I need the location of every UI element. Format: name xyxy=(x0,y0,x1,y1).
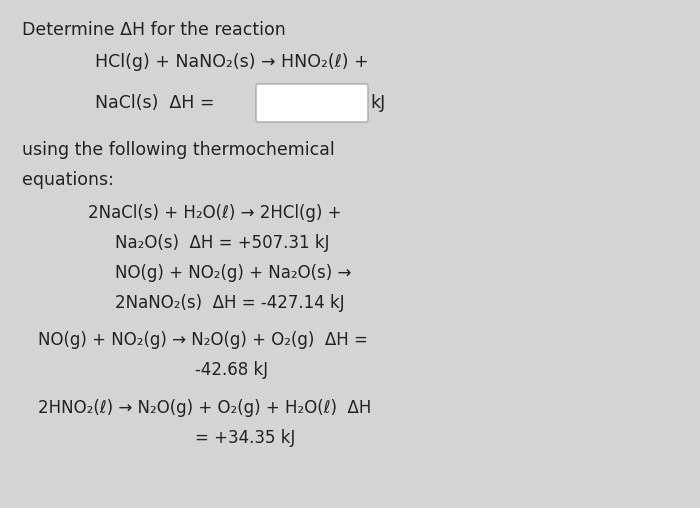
FancyBboxPatch shape xyxy=(256,84,368,122)
Text: Determine ΔH for the reaction: Determine ΔH for the reaction xyxy=(22,21,286,39)
Text: 2NaNO₂(s)  ΔH = -427.14 kJ: 2NaNO₂(s) ΔH = -427.14 kJ xyxy=(115,294,344,312)
Text: NO(g) + NO₂(g) + Na₂O(s) →: NO(g) + NO₂(g) + Na₂O(s) → xyxy=(115,264,351,282)
Text: 2NaCl(s) + H₂O(ℓ) → 2HCl(g) +: 2NaCl(s) + H₂O(ℓ) → 2HCl(g) + xyxy=(88,204,342,222)
Text: = +34.35 kJ: = +34.35 kJ xyxy=(195,429,295,447)
Text: -42.68 kJ: -42.68 kJ xyxy=(195,361,268,379)
Text: NaCl(s)  ΔH =: NaCl(s) ΔH = xyxy=(95,94,214,112)
Text: using the following thermochemical: using the following thermochemical xyxy=(22,141,335,159)
Text: NO(g) + NO₂(g) → N₂O(g) + O₂(g)  ΔH =: NO(g) + NO₂(g) → N₂O(g) + O₂(g) ΔH = xyxy=(38,331,368,349)
Text: 2HNO₂(ℓ) → N₂O(g) + O₂(g) + H₂O(ℓ)  ΔH: 2HNO₂(ℓ) → N₂O(g) + O₂(g) + H₂O(ℓ) ΔH xyxy=(38,399,372,417)
Text: equations:: equations: xyxy=(22,171,114,189)
Text: kJ: kJ xyxy=(370,94,385,112)
Text: HCl(g) + NaNO₂(s) → HNO₂(ℓ) +: HCl(g) + NaNO₂(s) → HNO₂(ℓ) + xyxy=(95,53,369,71)
Text: Na₂O(s)  ΔH = +507.31 kJ: Na₂O(s) ΔH = +507.31 kJ xyxy=(115,234,330,252)
